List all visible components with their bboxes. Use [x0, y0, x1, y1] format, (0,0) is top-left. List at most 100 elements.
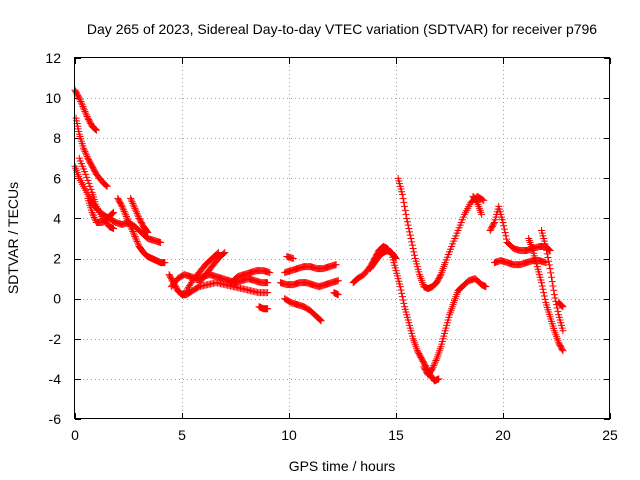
data-point-interp	[117, 201, 125, 209]
series-arc7	[127, 194, 152, 236]
data-point	[396, 283, 404, 291]
data-point-interp	[316, 316, 324, 324]
data-point-interp	[402, 210, 410, 218]
data-point-interp	[543, 246, 551, 254]
data-point-interp	[432, 357, 440, 365]
data-point	[88, 208, 96, 216]
data-point	[550, 291, 558, 299]
data-point	[542, 243, 550, 251]
data-point	[110, 224, 118, 232]
x-tick-label: 25	[602, 427, 618, 443]
data-point	[546, 265, 554, 273]
y-tick-label: 12	[45, 50, 61, 66]
data-point-interp	[81, 107, 89, 115]
series-arc27	[538, 226, 567, 335]
data-point	[482, 283, 490, 291]
data-point	[118, 202, 126, 210]
y-tick-label: -6	[49, 411, 62, 427]
data-point	[559, 347, 567, 355]
data-point-interp	[558, 302, 566, 310]
data-point-interp	[545, 261, 553, 269]
data-point-interp	[547, 269, 555, 277]
data-point-interp	[540, 292, 548, 300]
data-point-interp	[82, 151, 90, 159]
data-point-interp	[132, 236, 140, 244]
data-point	[127, 194, 135, 202]
data-point-interp	[403, 218, 411, 226]
data-point-interp	[102, 182, 110, 190]
data-point-interp	[129, 199, 137, 207]
data-point-interp	[316, 315, 324, 323]
plot-frame	[74, 57, 610, 419]
tick-labels: 0 5 10 15 20 25 -6 -4 -2 0 2 4 6 8 10 12	[45, 50, 618, 443]
y-tick-label: -2	[49, 331, 62, 347]
series-arc6	[114, 194, 169, 267]
data-point-interp	[129, 227, 137, 235]
data-point-interp	[90, 212, 98, 220]
data-point-interp	[410, 248, 418, 256]
data-point-interp	[431, 358, 439, 366]
data-point-interp	[83, 112, 91, 120]
series-arc1	[71, 86, 100, 134]
y-tick-label: 4	[53, 210, 61, 226]
data-point	[332, 261, 340, 269]
data-point-interp	[75, 93, 83, 101]
data-point-interp	[143, 227, 151, 235]
data-point-interp	[128, 198, 136, 206]
data-point-interp	[543, 250, 551, 258]
data-point-interp	[89, 210, 97, 218]
data-point-interp	[77, 97, 85, 105]
data-point	[110, 208, 118, 216]
data-point-interp	[501, 228, 509, 236]
data-point-interp	[132, 234, 140, 242]
data-point	[435, 375, 443, 383]
data-point-interp	[78, 101, 86, 109]
data-point-interp	[82, 111, 90, 119]
data-point-interp	[77, 99, 85, 107]
data-point	[317, 317, 325, 325]
data-point-interp	[401, 206, 409, 214]
y-tick-label: 10	[45, 90, 61, 106]
data-point-interp	[220, 250, 228, 258]
data-point-interp	[122, 211, 130, 219]
data-point	[538, 279, 546, 287]
x-tick-label: 20	[495, 427, 511, 443]
data-point-interp	[436, 272, 444, 280]
data-point-interp	[120, 206, 128, 214]
data-point-interp	[92, 126, 100, 134]
data-point-interp	[80, 106, 88, 114]
series-arc10	[182, 249, 222, 295]
x-tick-label: 15	[388, 427, 404, 443]
data-point	[214, 249, 222, 257]
data-point	[334, 291, 342, 299]
data-point	[403, 214, 411, 222]
data-point-interp	[121, 209, 129, 217]
data-point-interp	[405, 224, 413, 232]
data-point-interp	[549, 282, 557, 290]
data-point	[559, 327, 567, 335]
data-point	[131, 232, 139, 240]
data-point-interp	[109, 209, 117, 217]
data-point-interp	[409, 245, 417, 253]
data-point-interp	[400, 198, 408, 206]
data-point-interp	[411, 251, 419, 259]
data-point-interp	[134, 239, 142, 247]
data-point-interp	[554, 307, 562, 315]
data-point-interp	[500, 225, 508, 233]
series-arc28	[555, 299, 567, 311]
data-point-interp	[123, 214, 131, 222]
data-point-interp	[502, 232, 510, 240]
data-point-interp	[85, 179, 93, 187]
data-point-interp	[503, 235, 511, 243]
series-arc11	[195, 249, 229, 287]
data-point-interp	[130, 231, 138, 239]
data-point-interp	[86, 182, 94, 190]
data-point-interp	[126, 221, 134, 229]
series-arc12	[227, 267, 274, 287]
x-tick-label: 0	[71, 427, 79, 443]
x-axis-label: GPS time / hours	[289, 458, 396, 474]
data-point-interp	[500, 222, 508, 230]
data-point	[266, 269, 274, 277]
y-tick-label: 6	[53, 170, 61, 186]
